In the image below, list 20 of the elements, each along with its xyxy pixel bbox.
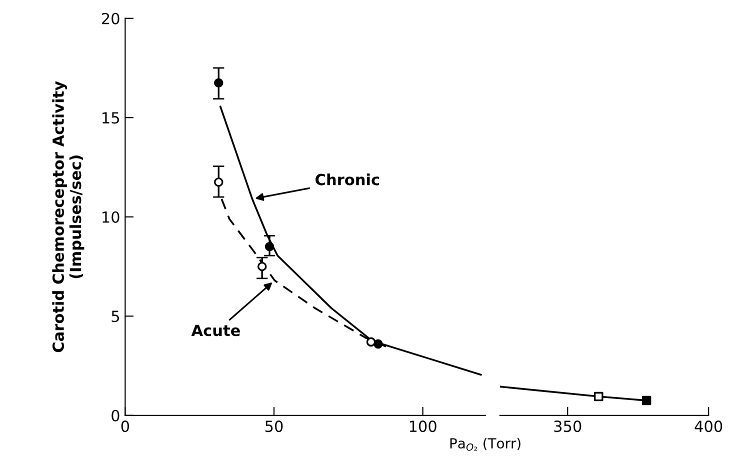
- point: [257, 262, 267, 272]
- y-tick-label: 20: [102, 12, 120, 24]
- x-tick-label: 400: [694, 420, 722, 432]
- x-tick-label: 0: [121, 420, 130, 432]
- point: [214, 178, 224, 187]
- x-tick-label: 50: [265, 420, 283, 432]
- y-axis-title: Carotid Chemoreceptor Activity (Impulses/sec): [52, 81, 84, 352]
- x-axis-title: Pa$_{O₂}$ (Torr): [450, 438, 520, 451]
- point: [214, 78, 224, 88]
- y-tick-label: 0: [112, 410, 120, 422]
- y-tick-label: 5: [112, 310, 119, 322]
- point: [366, 337, 376, 347]
- x-tick-label: 350: [554, 420, 582, 432]
- annotation: Chronic: [316, 174, 380, 186]
- x-tick-label: 100: [410, 420, 436, 432]
- y-tick-label: 10: [102, 211, 120, 223]
- point: [264, 242, 274, 252]
- point: [374, 339, 383, 349]
- y-tick-label: 15: [102, 112, 119, 124]
- annotation: Acute: [191, 324, 240, 336]
